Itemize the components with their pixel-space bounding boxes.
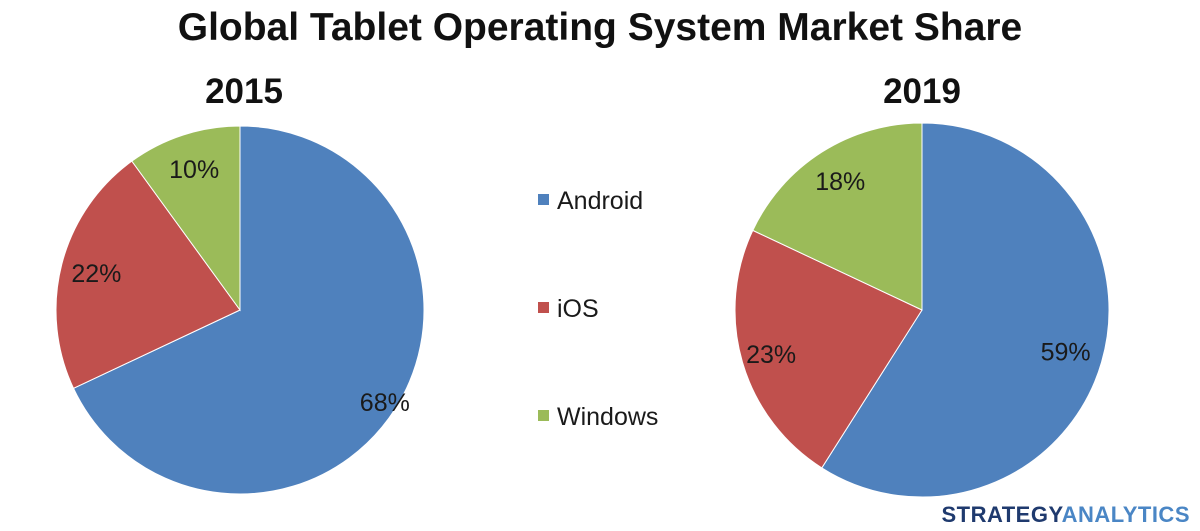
data-label-android-2019: 59% (1041, 339, 1091, 367)
slice-android-2015 (72, 125, 425, 495)
slice-android-2019 (821, 122, 1110, 498)
legend-item-windows: Windows (538, 403, 658, 431)
brand-logo-part2: ANALYTICS (1062, 502, 1190, 527)
legend-swatch-android (538, 194, 549, 205)
pie-2015: 68% 22% 10% (55, 125, 425, 495)
data-label-ios-2019: 23% (746, 341, 796, 369)
pie-title-2019: 2019 (883, 72, 961, 111)
legend-swatch-windows (538, 410, 549, 421)
data-label-ios-2015: 22% (71, 260, 121, 288)
brand-logo-part1: STRATEGY (941, 502, 1063, 527)
pie-2019: 59% 23% 18% (734, 122, 1110, 498)
slice-windows-2015 (131, 125, 241, 312)
pie-title-2015: 2015 (205, 72, 283, 111)
legend-label-windows: Windows (557, 403, 658, 431)
legend-label-android: Android (557, 187, 643, 215)
slice-ios-2019 (734, 229, 923, 469)
slice-ios-2015 (55, 160, 241, 390)
chart-title: Global Tablet Operating System Market Sh… (178, 6, 1023, 49)
legend-swatch-ios (538, 302, 549, 313)
legend: Android iOS Windows (538, 187, 658, 431)
legend-item-ios: iOS (538, 295, 599, 323)
brand-logo: STRATEGYANALYTICS (941, 502, 1190, 527)
legend-label-ios: iOS (557, 295, 599, 323)
data-label-windows-2019: 18% (815, 168, 865, 196)
slice-windows-2019 (752, 122, 923, 311)
data-label-android-2015: 68% (360, 389, 410, 417)
data-label-windows-2015: 10% (169, 156, 219, 184)
legend-item-android: Android (538, 187, 643, 215)
